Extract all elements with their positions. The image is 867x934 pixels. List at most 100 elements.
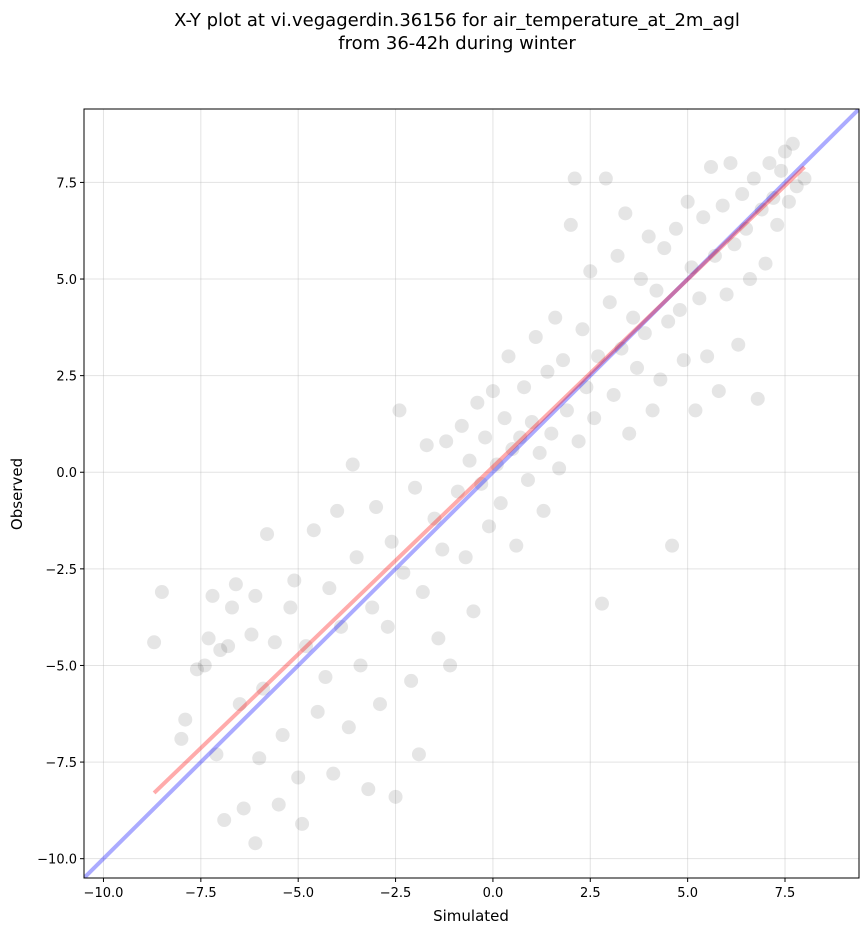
y-tick-label-3: −2.5 [45,563,77,578]
scatter-point-129 [719,287,734,302]
scatter-point-38 [345,457,360,472]
scatter-point-1 [154,585,169,600]
scatter-point-68 [482,519,497,534]
scatter-point-79 [524,415,539,430]
scatter-point-74 [505,442,520,457]
scatter-point-31 [310,704,325,719]
scatter-point-11 [221,639,236,654]
scatter-point-88 [559,403,574,418]
scatter-point-56 [431,631,446,646]
scatter-point-55 [427,511,442,526]
scatter-point-49 [396,565,411,580]
scatter-point-52 [411,747,426,762]
scatter-point-84 [544,426,559,441]
scatter-point-102 [614,341,629,356]
scatter-point-36 [334,619,349,634]
scatter-point-21 [260,527,275,542]
x-axis-ticks: −10.0 −7.5 −5.0 −2.5 0.0 2.5 5.0 7.5 [84,878,796,901]
scatter-point-42 [365,600,380,615]
x-tick-label-2: −5.0 [282,886,314,901]
y-tick-label-6: 5.0 [56,273,77,288]
y-tick-label-7: 7.5 [56,176,77,191]
scatter-point-136 [746,171,761,186]
scatter-point-26 [287,573,302,588]
scatter-point-140 [762,156,777,171]
scatter-point-6 [201,631,216,646]
scatter-point-101 [610,248,625,263]
scatter-point-48 [392,403,407,418]
scatter-point-50 [404,673,419,688]
y-axis-label: Observed [8,458,26,530]
scatter-point-32 [318,670,333,685]
scatter-point-43 [369,500,384,515]
scatter-point-114 [661,314,676,329]
scatter-point-18 [248,588,263,603]
scatter-point-105 [626,310,641,325]
scatter-point-147 [789,179,804,194]
scatter-point-141 [766,190,781,205]
scatter-point-146 [785,136,800,151]
scatter-point-4 [189,662,204,677]
scatter-point-33 [322,581,337,596]
scatter-point-13 [228,577,243,592]
scatter-point-61 [454,418,469,433]
scatter-point-54 [419,438,434,453]
scatter-point-46 [384,534,399,549]
scatter-point-83 [540,364,555,379]
scatter-point-60 [450,484,465,499]
scatter-point-37 [341,720,356,735]
scatter-point-121 [688,403,703,418]
scatter-point-128 [715,198,730,213]
x-tick-label-1: −7.5 [185,886,217,901]
scatter-point-145 [781,194,796,209]
scatter-point-24 [275,728,290,743]
scatter-point-5 [197,658,212,673]
scatter-point-142 [770,217,785,232]
scatter-point-51 [408,480,423,495]
scatter-point-103 [618,206,633,221]
scatter-point-123 [696,210,711,225]
scatter-point-27 [291,770,306,785]
y-axis-ticks: −10.0 −7.5 −5.0 −2.5 0.0 2.5 5.0 7.5 [37,176,84,868]
y-tick-label-2: −5.0 [45,659,77,674]
scatter-point-23 [271,797,286,812]
scatter-point-130 [723,156,738,171]
scatter-point-99 [602,295,617,310]
scatter-point-116 [668,221,683,236]
scatter-point-73 [501,349,516,364]
scatter-point-118 [676,353,691,368]
scatter-point-98 [598,171,613,186]
scatter-point-110 [645,403,660,418]
scatter-point-138 [754,202,769,217]
scatter-point-85 [548,310,563,325]
scatter-point-45 [380,619,395,634]
scatter-point-40 [353,658,368,673]
scatter-point-93 [579,380,594,395]
scatter-point-41 [361,782,376,797]
y-tick-label-4: 0.0 [56,466,77,481]
regression-fit-line [152,165,806,795]
identity-line [84,109,859,878]
scatter-point-3 [178,712,193,727]
y-tick-label-1: −7.5 [45,756,77,771]
scatter-point-135 [742,272,757,287]
scatter-point-35 [330,503,345,518]
scatter-point-137 [750,391,765,406]
scatter-point-80 [528,329,543,344]
scatter-point-115 [665,538,680,553]
scatter-point-148 [797,171,812,186]
scatter-point-94 [583,264,598,279]
chart-title-line-1: X-Y plot at vi.vegagerdin.36156 for air_… [174,10,740,31]
scatter-point-92 [575,322,590,337]
scatter-point-71 [493,496,508,511]
x-tick-label-7: 7.5 [775,886,796,901]
scatter-point-9 [213,643,228,658]
reference-lines [84,109,859,878]
scatter-point-25 [283,600,298,615]
scatter-point-108 [637,326,652,341]
scatter-point-34 [326,766,341,781]
scatter-point-131 [727,237,742,252]
scatter-point-29 [298,639,313,654]
chart-title-line-2: from 36-42h during winter [338,33,576,54]
